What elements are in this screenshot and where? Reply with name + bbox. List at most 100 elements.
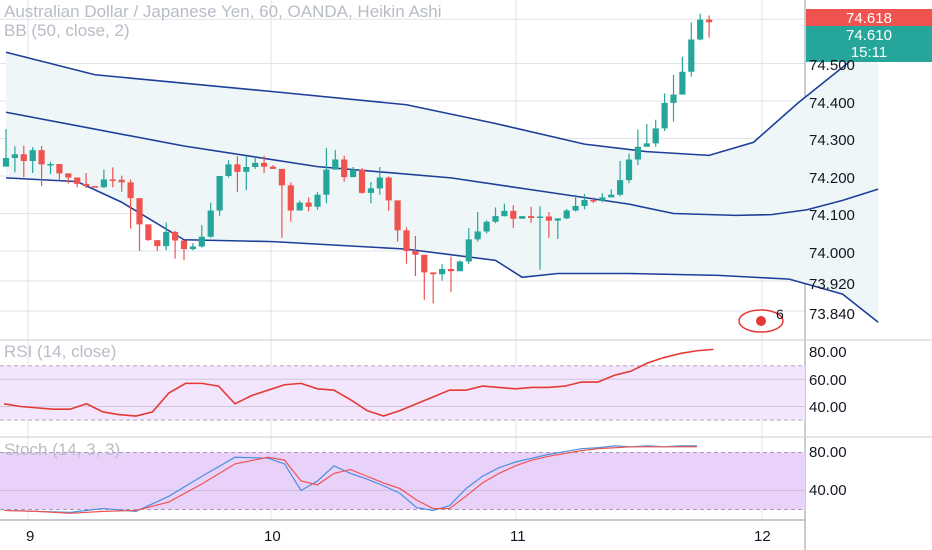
candle[interactable] bbox=[145, 224, 152, 241]
candle[interactable] bbox=[65, 173, 72, 184]
candle[interactable] bbox=[47, 161, 54, 175]
candle[interactable] bbox=[225, 160, 232, 178]
candle[interactable] bbox=[510, 205, 517, 229]
candle[interactable] bbox=[474, 212, 481, 242]
candle[interactable] bbox=[350, 167, 357, 178]
candle-body bbox=[385, 177, 392, 201]
candle[interactable] bbox=[278, 168, 285, 238]
candle[interactable] bbox=[154, 240, 161, 251]
candle[interactable] bbox=[91, 186, 99, 188]
candle[interactable] bbox=[501, 203, 508, 217]
candle[interactable] bbox=[679, 56, 686, 95]
alert-badge-dot bbox=[756, 316, 766, 326]
candle[interactable] bbox=[465, 228, 472, 265]
candle[interactable] bbox=[83, 173, 90, 188]
candle[interactable] bbox=[314, 192, 321, 210]
candle-body bbox=[83, 183, 90, 187]
price-tick-1: 74.400 bbox=[809, 95, 855, 112]
alert-badge[interactable]: 6 bbox=[738, 306, 784, 333]
candle-body bbox=[243, 167, 250, 172]
candle[interactable] bbox=[332, 150, 339, 170]
candle[interactable] bbox=[430, 272, 437, 304]
candle[interactable] bbox=[394, 200, 401, 242]
candle[interactable] bbox=[163, 222, 170, 251]
candle[interactable] bbox=[2, 129, 10, 167]
candle[interactable] bbox=[234, 156, 241, 192]
candle[interactable] bbox=[261, 155, 268, 173]
candle[interactable] bbox=[109, 167, 116, 188]
candle[interactable] bbox=[118, 175, 125, 192]
candle[interactable] bbox=[252, 157, 259, 169]
rsi-tick-40: 40.00 bbox=[809, 399, 847, 416]
candle[interactable] bbox=[269, 165, 277, 169]
candle[interactable] bbox=[572, 194, 579, 212]
candle[interactable] bbox=[207, 202, 214, 238]
candle[interactable] bbox=[661, 93, 668, 132]
bb-indicator-label[interactable]: BB (50, close, 2) bbox=[4, 21, 130, 40]
price-tick-5: 74.000 bbox=[809, 245, 855, 262]
candle[interactable] bbox=[172, 230, 179, 259]
candlestick-series[interactable] bbox=[2, 13, 713, 304]
candle[interactable] bbox=[599, 193, 606, 203]
candle[interactable] bbox=[697, 13, 704, 41]
candle[interactable] bbox=[617, 161, 624, 197]
candle[interactable] bbox=[323, 147, 330, 204]
candle[interactable] bbox=[341, 155, 348, 182]
candle[interactable] bbox=[20, 145, 27, 178]
price-tick-0: 74.500 bbox=[809, 57, 855, 74]
candle[interactable] bbox=[136, 198, 143, 251]
candle[interactable] bbox=[456, 260, 463, 272]
candle[interactable] bbox=[706, 15, 713, 38]
candle[interactable] bbox=[625, 153, 633, 184]
bb-fill bbox=[6, 37, 879, 323]
candle[interactable] bbox=[180, 240, 188, 261]
candle[interactable] bbox=[403, 227, 410, 264]
candle[interactable] bbox=[376, 167, 383, 195]
candle[interactable] bbox=[358, 168, 366, 194]
candle[interactable] bbox=[439, 264, 446, 281]
candle[interactable] bbox=[189, 243, 196, 251]
candle[interactable] bbox=[581, 194, 588, 210]
candle[interactable] bbox=[634, 129, 641, 166]
candle[interactable] bbox=[74, 177, 81, 188]
candle[interactable] bbox=[643, 123, 650, 147]
candle[interactable] bbox=[38, 146, 45, 187]
rsi-line bbox=[3, 348, 714, 417]
candle[interactable] bbox=[385, 176, 392, 211]
candle-body bbox=[367, 188, 374, 193]
rsi-indicator-label[interactable]: RSI (14, close) bbox=[4, 342, 117, 361]
candle[interactable] bbox=[608, 189, 615, 198]
candle[interactable] bbox=[447, 256, 455, 293]
candle[interactable] bbox=[367, 182, 374, 204]
candle[interactable] bbox=[305, 197, 312, 212]
candle[interactable] bbox=[483, 220, 490, 234]
candle[interactable] bbox=[198, 225, 205, 248]
candle[interactable] bbox=[421, 254, 428, 300]
candle[interactable] bbox=[296, 200, 303, 211]
stoch-indicator-label[interactable]: Stoch (14, 3, 3) bbox=[4, 440, 121, 459]
candle[interactable] bbox=[11, 146, 18, 173]
candle[interactable] bbox=[670, 74, 677, 122]
candle[interactable] bbox=[412, 236, 419, 277]
candle[interactable] bbox=[492, 207, 499, 224]
candle[interactable] bbox=[590, 197, 597, 203]
candle[interactable] bbox=[100, 169, 107, 188]
candle[interactable] bbox=[528, 206, 535, 223]
candle[interactable] bbox=[216, 176, 223, 216]
candle[interactable] bbox=[287, 182, 294, 222]
candle[interactable] bbox=[554, 218, 561, 239]
candle[interactable] bbox=[29, 147, 36, 173]
candle[interactable] bbox=[536, 206, 544, 270]
candle-body bbox=[74, 177, 81, 184]
candle[interactable] bbox=[652, 119, 659, 147]
candle[interactable] bbox=[243, 155, 250, 191]
candle[interactable] bbox=[563, 209, 570, 220]
candle[interactable] bbox=[545, 212, 552, 238]
candle[interactable] bbox=[127, 179, 134, 229]
candle[interactable] bbox=[519, 216, 526, 219]
candle-body bbox=[287, 185, 294, 211]
candle[interactable] bbox=[688, 22, 695, 77]
candle-body bbox=[634, 146, 641, 160]
candle[interactable] bbox=[56, 164, 63, 181]
